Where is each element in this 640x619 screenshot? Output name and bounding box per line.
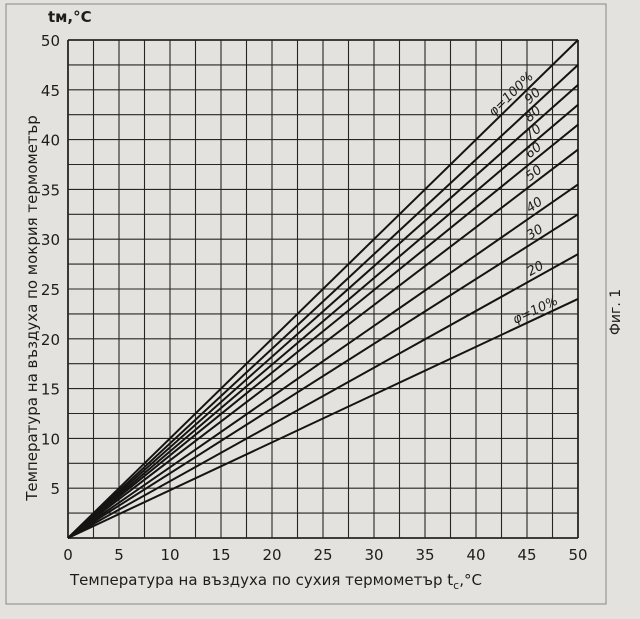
x-tick-label: 45 (517, 546, 536, 564)
x-tick-label: 25 (313, 546, 332, 564)
figure-frame (5, 3, 607, 605)
x-tick-label: 50 (568, 546, 587, 564)
x-axis-unit: ,°C (459, 571, 482, 589)
x-tick-label: 10 (160, 546, 179, 564)
figure-caption: Фиг. 1 (608, 289, 624, 335)
series-line-4 (67, 103, 579, 539)
y-tick-label: 35 (41, 181, 60, 199)
series-line-1 (67, 39, 579, 539)
series-line-5 (67, 123, 579, 539)
y-unit-label: tм,°C (48, 8, 92, 26)
x-axis-subscript: c (453, 579, 459, 592)
x-tick-label: 15 (211, 546, 230, 564)
x-tick-label: 40 (466, 546, 485, 564)
x-tick-label: 0 (63, 546, 73, 564)
x-axis-symbol: t (447, 571, 453, 589)
series-label-9: 20 (525, 259, 547, 280)
x-tick-label: 30 (364, 546, 383, 564)
x-tick-label: 20 (262, 546, 281, 564)
series-line-2 (67, 64, 579, 539)
tick-labels: 0 5 10 15 20 25 30 35 40 45 50 5 10 15 20 25 30 35 40 45 50 (41, 32, 588, 564)
x-tick-label: 5 (114, 546, 124, 564)
y-tick-label: 45 (41, 82, 60, 100)
series-lines (67, 39, 579, 539)
series-line-6 (67, 148, 579, 539)
series-line-8 (67, 213, 579, 539)
y-tick-label: 10 (41, 430, 60, 448)
series-line-10 (67, 298, 579, 539)
y-axis-title: Температура на въздуха по мокрия термоме… (23, 115, 41, 502)
series-line-3 (67, 84, 579, 539)
y-tick-label: 25 (41, 281, 60, 299)
y-tick-label: 20 (41, 331, 60, 349)
y-tick-label: 15 (41, 381, 60, 399)
x-axis-title: Температура на въздуха по сухия термомет… (69, 571, 482, 592)
series-label-8: 30 (524, 222, 546, 244)
y-tick-label: 40 (41, 132, 60, 150)
grid (67, 39, 579, 539)
x-tick-label: 35 (415, 546, 434, 564)
y-tick-label: 50 (41, 32, 60, 50)
y-tick-label: 30 (41, 231, 60, 249)
y-tick-label: 5 (50, 480, 60, 498)
x-axis-title-text: Температура на въздуха по сухия термомет… (69, 571, 443, 589)
series-line-9 (67, 253, 579, 539)
series-line-7 (67, 183, 579, 539)
